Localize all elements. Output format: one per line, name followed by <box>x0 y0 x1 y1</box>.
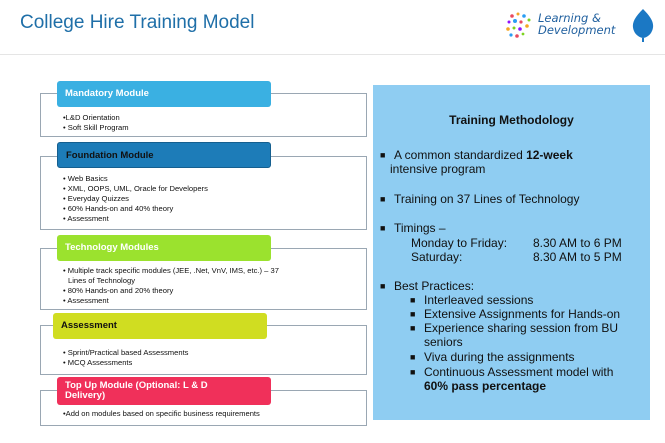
learning-development-logo: Learning & Development <box>504 10 616 48</box>
bullet-timings: ■ Timings – <box>380 221 446 235</box>
timing-weekday-label: Monday to Friday: <box>411 236 508 250</box>
bullet-12-week-line2: intensive program <box>390 162 486 176</box>
practice-item: ■ Continuous Assessment model with <box>410 365 614 379</box>
foundation-module-header: Foundation Module <box>57 142 271 168</box>
practice-item: ■ Experience sharing session from BU <box>410 321 619 335</box>
assessment-header: Assessment <box>53 313 267 339</box>
assessment-items: • Sprint/Practical based Assessments • M… <box>63 348 189 367</box>
mandatory-module-header: Mandatory Module <box>57 81 271 107</box>
practice-item-cont: seniors <box>424 335 463 349</box>
logo-text: Learning & Development <box>538 11 616 37</box>
square-bullet-icon: ■ <box>380 194 386 204</box>
square-bullet-icon: ■ <box>380 223 386 233</box>
bullet-lines-of-technology: ■ Training on 37 Lines of Technology <box>380 192 580 206</box>
topup-module-header: Top Up Module (Optional: L & D Delivery) <box>57 377 271 405</box>
practice-item: ■ Extensive Assignments for Hands-on <box>410 307 621 321</box>
square-bullet-icon: ■ <box>380 150 386 160</box>
practice-item: ■ Viva during the assignments <box>410 350 575 364</box>
foundation-module-items: • Web Basics • XML, OOPS, UML, Oracle fo… <box>63 174 208 223</box>
dots-icon <box>506 12 531 38</box>
timing-saturday-value: 8.30 AM to 5 PM <box>533 250 622 264</box>
square-bullet-icon: ■ <box>380 281 386 291</box>
mandatory-module-items: •L&D Orientation • Soft Skill Program <box>63 113 129 132</box>
page-title: College Hire Training Model <box>20 12 255 33</box>
header-divider <box>0 54 665 55</box>
technology-modules-items: • Multiple track specific modules (JEE, … <box>63 266 279 305</box>
pass-percentage: 60% pass percentage <box>424 379 547 393</box>
bullet-12-week: ■ A common standardized 12-week <box>380 148 573 162</box>
bullet-best-practices: ■ Best Practices: <box>380 279 475 293</box>
timing-weekday-value: 8.30 AM to 6 PM <box>533 236 622 250</box>
leaf-logo-icon <box>632 9 654 42</box>
topup-module-items: •Add on modules based on specific busine… <box>63 409 260 418</box>
foundation-module-box <box>40 156 367 230</box>
timing-saturday-label: Saturday: <box>411 250 463 264</box>
practice-item: ■ Interleaved sessions <box>410 293 534 307</box>
methodology-title: Training Methodology <box>449 113 574 127</box>
training-methodology-panel: Training Methodology ■ A common standardi… <box>373 85 650 420</box>
technology-modules-header: Technology Modules <box>57 235 271 261</box>
